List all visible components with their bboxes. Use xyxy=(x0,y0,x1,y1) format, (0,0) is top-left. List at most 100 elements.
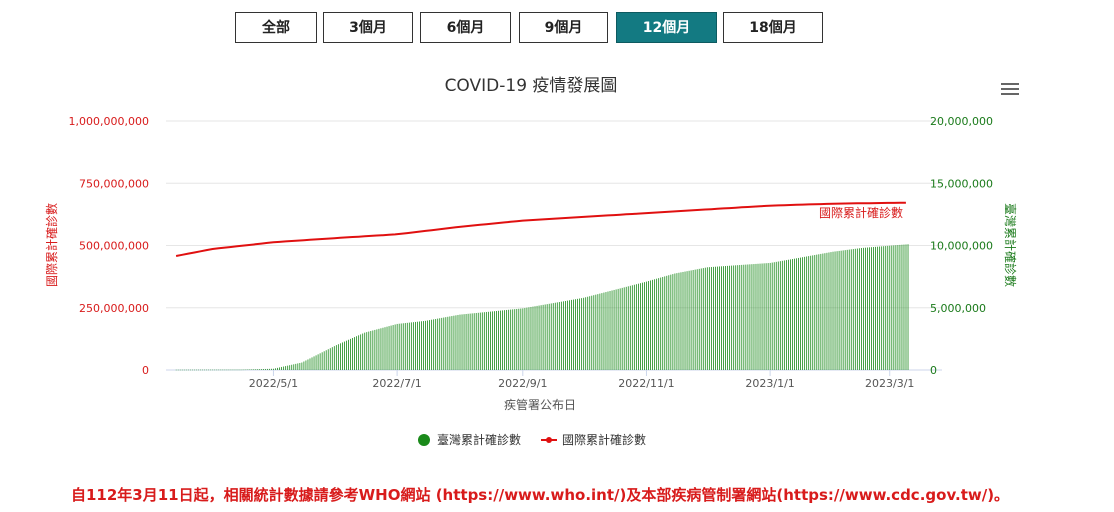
taiwan-bar xyxy=(404,323,406,370)
taiwan-bar xyxy=(893,245,895,370)
taiwan-bar xyxy=(429,320,430,370)
taiwan-bar xyxy=(739,265,741,370)
taiwan-bar xyxy=(889,245,891,370)
taiwan-bar xyxy=(856,248,858,370)
taiwan-bar xyxy=(694,269,696,370)
taiwan-bar xyxy=(451,316,453,370)
x-tick-label: 2022/7/1 xyxy=(372,377,421,390)
tab-9-months[interactable]: 9個月 xyxy=(519,12,608,43)
taiwan-bar xyxy=(901,244,903,370)
taiwan-bar xyxy=(907,244,909,370)
left-tick-label: 1,000,000,000 xyxy=(69,115,149,128)
taiwan-bar xyxy=(412,322,414,370)
taiwan-bar xyxy=(646,281,647,370)
taiwan-bar xyxy=(400,323,402,370)
taiwan-bar xyxy=(733,265,735,370)
taiwan-bar xyxy=(441,317,443,370)
taiwan-bar xyxy=(500,310,501,370)
taiwan-bar xyxy=(852,249,854,370)
taiwan-bar xyxy=(449,316,451,370)
taiwan-bar xyxy=(333,346,335,370)
taiwan-bar xyxy=(879,246,881,370)
taiwan-bar xyxy=(609,291,611,370)
taiwan-bar xyxy=(469,313,471,370)
taiwan-bar xyxy=(366,332,368,370)
tab-6-months[interactable]: 6個月 xyxy=(420,12,511,43)
taiwan-bar xyxy=(447,316,449,370)
taiwan-bar xyxy=(419,321,420,370)
taiwan-bar xyxy=(704,267,706,370)
taiwan-bar xyxy=(741,264,743,370)
taiwan-bar xyxy=(202,369,203,371)
taiwan-bar xyxy=(792,259,793,370)
taiwan-bar xyxy=(700,268,702,370)
x-tick-label: 2022/11/1 xyxy=(618,377,674,390)
taiwan-bar xyxy=(729,265,731,370)
taiwan-bar xyxy=(599,293,601,370)
taiwan-bar xyxy=(836,251,838,370)
taiwan-bar xyxy=(860,247,862,370)
taiwan-bar xyxy=(281,366,283,370)
taiwan-bar xyxy=(483,312,485,370)
taiwan-bar xyxy=(585,297,587,370)
taiwan-bar xyxy=(891,245,893,370)
taiwan-bar xyxy=(406,322,408,370)
taiwan-bar xyxy=(210,369,212,371)
taiwan-bar xyxy=(384,327,386,370)
taiwan-bar xyxy=(275,368,276,370)
taiwan-bar xyxy=(360,334,362,370)
taiwan-bar xyxy=(283,366,285,370)
tab-all[interactable]: 全部 xyxy=(235,12,317,43)
taiwan-bar xyxy=(254,369,256,370)
taiwan-bar xyxy=(820,253,822,370)
taiwan-bar xyxy=(192,369,193,371)
tab-3-months[interactable]: 3個月 xyxy=(323,12,413,43)
taiwan-bar xyxy=(692,270,694,370)
taiwan-bar xyxy=(615,289,617,370)
taiwan-bar xyxy=(777,261,779,370)
taiwan-bar xyxy=(198,369,199,371)
taiwan-bar xyxy=(431,319,433,370)
legend-item-taiwan[interactable]: 臺灣累計確診數 xyxy=(418,432,521,447)
taiwan-bar xyxy=(216,369,218,371)
x-axis-label: 疾管署公布日 xyxy=(504,397,576,412)
taiwan-bar xyxy=(356,336,358,370)
taiwan-bar xyxy=(887,245,889,370)
taiwan-bar xyxy=(595,294,597,370)
taiwan-bar xyxy=(640,283,641,370)
taiwan-bar xyxy=(548,303,550,370)
taiwan-bar xyxy=(435,318,437,370)
taiwan-bar xyxy=(392,325,394,370)
taiwan-bar xyxy=(666,275,668,370)
taiwan-bar xyxy=(226,369,228,371)
taiwan-bar xyxy=(858,248,860,370)
taiwan-bar xyxy=(579,298,581,370)
legend-taiwan-marker xyxy=(418,434,430,446)
taiwan-bar xyxy=(260,369,262,370)
right-tick-label: 20,000,000 xyxy=(930,115,993,128)
taiwan-bar xyxy=(344,341,345,370)
taiwan-bar xyxy=(670,274,672,370)
taiwan-bar xyxy=(520,308,522,370)
taiwan-bar xyxy=(208,369,210,371)
taiwan-bar xyxy=(530,306,532,370)
taiwan-bar xyxy=(759,263,761,370)
taiwan-bar xyxy=(642,282,643,370)
taiwan-bar xyxy=(246,369,248,371)
legend-item-international[interactable]: 國際累計確診數 xyxy=(541,432,646,447)
legend-international-label: 國際累計確診數 xyxy=(562,432,646,447)
taiwan-bar xyxy=(364,332,366,370)
taiwan-bar xyxy=(621,287,623,370)
taiwan-bar xyxy=(828,252,830,370)
taiwan-bar xyxy=(437,318,439,370)
taiwan-bar xyxy=(567,300,568,370)
tab-18-months[interactable]: 18個月 xyxy=(723,12,823,43)
taiwan-bar xyxy=(273,368,274,370)
left-tick-label: 0 xyxy=(142,364,149,377)
taiwan-bar xyxy=(660,277,662,370)
taiwan-bar xyxy=(538,305,540,370)
taiwan-bar xyxy=(461,314,463,370)
taiwan-bar xyxy=(838,250,840,370)
tab-12-months[interactable]: 12個月 xyxy=(616,12,717,43)
hamburger-menu-icon[interactable] xyxy=(1001,83,1019,97)
